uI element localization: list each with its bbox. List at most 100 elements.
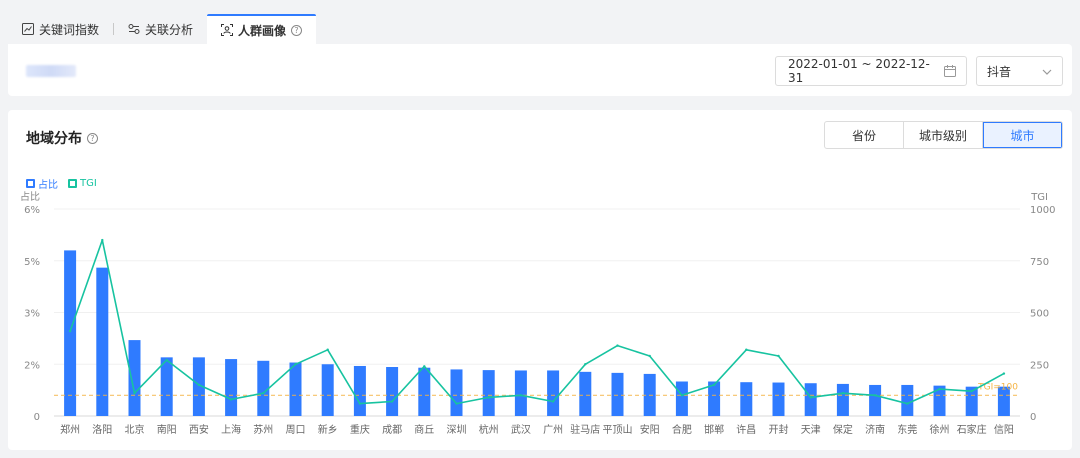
bar-徐州 [933, 385, 946, 416]
x-tick-label: 石家庄 [957, 423, 987, 436]
tgi-point-新乡 [326, 348, 329, 351]
region-level-switch: 省份 城市级别 城市 [824, 121, 1063, 149]
link-icon [128, 23, 140, 35]
calendar-icon [944, 65, 956, 77]
tgi-point-深圳 [455, 402, 458, 405]
bar-苏州 [257, 360, 270, 416]
platform-select[interactable]: 抖音 [976, 56, 1063, 86]
x-tick-label: 西安 [189, 423, 209, 436]
x-tick-label: 重庆 [350, 423, 370, 436]
panel-title-text: 地域分布 [26, 131, 82, 147]
bar-济南 [869, 384, 882, 416]
bar-邯郸 [708, 381, 721, 416]
segment-city[interactable]: 城市 [983, 122, 1062, 148]
y-right-axis-label: TGI [1030, 192, 1048, 203]
tgi-point-许昌 [745, 348, 748, 351]
bar-深圳 [450, 369, 463, 416]
legend-item-tgi[interactable]: TGI [68, 176, 97, 191]
chevron-down-icon [1042, 64, 1052, 78]
x-tick-label: 商丘 [414, 423, 434, 436]
x-tick-label: 平顶山 [603, 424, 633, 436]
panel-title: 地域分布 ? [26, 128, 98, 148]
bar-东莞 [901, 384, 914, 416]
y-right-tick-label: 0 [1030, 412, 1036, 423]
legend-swatch-bar [26, 179, 35, 188]
tgi-point-重庆 [358, 402, 362, 405]
blurred-keyword [26, 65, 76, 77]
tab-association[interactable]: 关联分析 [114, 14, 207, 44]
segment-city-level[interactable]: 城市级别 [904, 122, 983, 148]
bar-驻马店 [579, 371, 592, 416]
y-right-tick-label: 250 [1030, 360, 1049, 371]
filter-panel: 2022-01-01 ~ 2022-12-31 抖音 [8, 44, 1072, 96]
legend-swatch-line [68, 179, 77, 188]
x-tick-label: 合肥 [672, 423, 692, 436]
x-tick-label: 杭州 [479, 423, 499, 436]
bar-商丘 [418, 367, 431, 416]
bar-西安 [192, 357, 205, 416]
tgi-point-济南 [873, 394, 877, 397]
x-tick-label: 深圳 [447, 424, 467, 436]
tgi-point-徐州 [938, 387, 941, 391]
bar-北京 [128, 340, 141, 416]
tgi-point-武汉 [519, 394, 523, 397]
bar-周口 [289, 362, 302, 416]
x-tick-label: 成都 [382, 424, 402, 436]
tab-keyword-index[interactable]: 关键词指数 [8, 14, 113, 44]
bar-开封 [772, 382, 785, 416]
bar-重庆 [353, 365, 366, 416]
x-tick-label: 邯郸 [704, 423, 724, 436]
help-icon[interactable]: ? [87, 132, 98, 144]
bar-南阳 [160, 357, 173, 416]
tgi-point-信阳 [1002, 372, 1006, 375]
tgi-point-杭州 [487, 396, 490, 399]
x-tick-label: 天津 [801, 424, 821, 436]
bar-保定 [836, 383, 849, 416]
x-tick-label: 苏州 [253, 423, 273, 436]
tab-label: 关联分析 [145, 22, 194, 37]
y-left-tick-label: 0 [34, 412, 40, 423]
tgi-point-苏州 [262, 392, 265, 395]
legend-label: TGI [80, 178, 97, 189]
x-tick-label: 开封 [769, 423, 789, 436]
tgi-point-商丘 [423, 365, 426, 368]
tgi-point-成都 [390, 400, 394, 403]
x-tick-label: 徐州 [930, 423, 950, 436]
chart-legend: 占比 TGI [26, 176, 97, 191]
x-tick-label: 广州 [543, 424, 563, 436]
y-left-tick-label: 3% [24, 309, 40, 320]
tgi-point-广州 [551, 400, 555, 403]
x-tick-label: 北京 [125, 423, 145, 436]
tab-label: 人群画像 [238, 23, 287, 38]
tgi-point-平顶山 [616, 344, 619, 347]
date-range-value: 2022-01-01 ~ 2022-12-31 [788, 57, 930, 85]
tgi-point-保定 [841, 392, 845, 395]
legend-item-share[interactable]: 占比 [26, 176, 58, 191]
bar-广州 [547, 370, 560, 416]
user-scan-icon [221, 24, 234, 36]
tgi-point-上海 [229, 398, 233, 401]
x-tick-label: 上海 [221, 423, 241, 436]
tgi-point-石家庄 [970, 389, 973, 393]
x-tick-label: 武汉 [511, 423, 531, 436]
tgi-point-驻马店 [584, 363, 587, 366]
tab-divider [113, 23, 115, 35]
bar-郑州 [64, 250, 77, 416]
bar-石家庄 [965, 386, 978, 416]
bar-信阳 [997, 386, 1010, 416]
date-range-picker[interactable]: 2022-01-01 ~ 2022-12-31 [775, 56, 967, 86]
tab-audience-profile[interactable]: 人群画像 ? [207, 14, 317, 44]
segment-province[interactable]: 省份 [825, 122, 904, 148]
x-tick-label: 郑州 [60, 423, 80, 436]
y-right-tick-label: 1000 [1030, 205, 1055, 216]
help-icon[interactable]: ? [291, 24, 303, 36]
x-tick-label: 信阳 [994, 424, 1014, 436]
tgi-point-西安 [197, 383, 201, 387]
tab-bar: 关键词指数 关联分析 人群画像 ? [8, 14, 317, 44]
tgi-point-安阳 [648, 354, 651, 358]
tab-label: 关键词指数 [39, 22, 100, 37]
bar-上海 [225, 359, 238, 416]
y-left-tick-label: 5% [24, 257, 40, 268]
y-right-tick-label: 500 [1030, 309, 1049, 320]
x-tick-label: 南阳 [157, 423, 177, 436]
